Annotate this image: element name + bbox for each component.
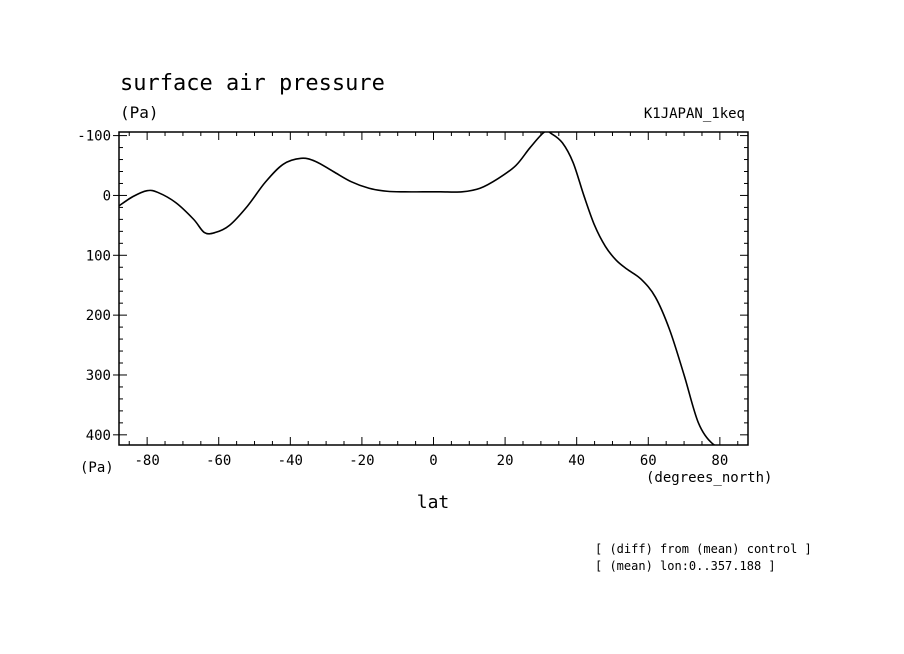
x-tick-label: 80 [711,453,728,469]
x-tick-label: -40 [278,453,303,469]
x-tick-label: 40 [568,453,585,469]
x-tick-label: -60 [206,453,231,469]
y-tick-label: 200 [86,308,111,324]
note-mean: [ (mean) lon:0..357.188 ] [595,559,776,573]
run-label: K1JAPAN_1keq [644,106,745,122]
y-tick-label: 100 [86,248,111,264]
note-diff: [ (diff) from (mean) control ] [595,542,812,556]
y-unit-label: (Pa) [120,103,159,122]
plot-frame [118,131,749,446]
y-unit-label-bottom: (Pa) [80,460,114,476]
x-tick-labels: -80 -60 -40 -20 0 20 40 60 80 [134,453,728,469]
x-tick-label: 60 [640,453,657,469]
x-unit-label: (degrees_north) [646,470,772,486]
series-line [119,132,748,445]
y-tick-labels: -100 0 100 200 300 400 [77,129,111,444]
x-tick-label: -20 [349,453,374,469]
x-axis-label: lat [417,492,450,513]
x-tick-label: 0 [429,453,437,469]
x-tick-label: -80 [134,453,159,469]
chart-title: surface air pressure [120,71,385,96]
x-ticks [128,132,739,445]
y-ticks [113,135,748,436]
y-tick-label: 0 [103,188,111,204]
y-tick-label: -100 [77,129,111,145]
y-tick-label: 300 [86,368,111,384]
y-tick-label: 400 [86,428,111,444]
x-tick-label: 20 [497,453,514,469]
